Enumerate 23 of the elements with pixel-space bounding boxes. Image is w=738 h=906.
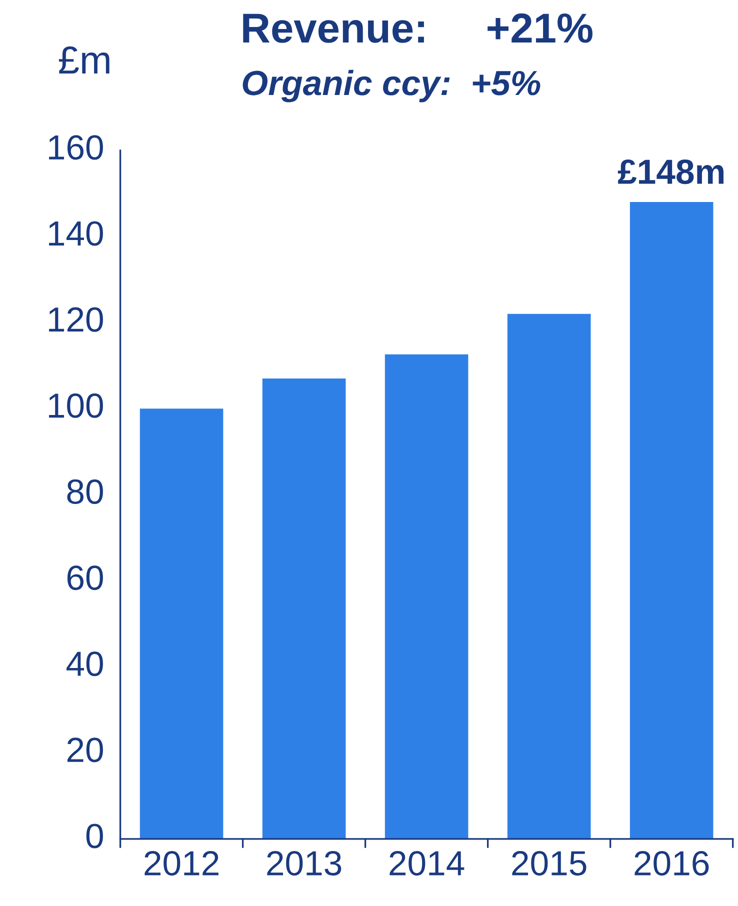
x-tick-label: 2013 — [267, 850, 342, 876]
data-label: £148m — [618, 159, 724, 184]
y-tick-label: 100 — [49, 393, 103, 418]
y-tick-label: 40 — [66, 652, 103, 676]
chart-subtitle: Organic ccy: +5% — [242, 70, 540, 102]
x-tick-label: 2012 — [144, 850, 218, 876]
y-tick-label: 160 — [49, 135, 103, 160]
bar — [262, 378, 346, 839]
x-tick-label: 2014 — [390, 850, 464, 876]
bar — [384, 354, 468, 839]
bar — [507, 314, 591, 839]
x-tick-label: 2015 — [512, 850, 586, 876]
y-tick-label: 120 — [49, 307, 103, 332]
y-tick-label: 80 — [67, 479, 103, 504]
y-axis-title: £m — [58, 46, 110, 74]
x-tick-label: 2016 — [634, 850, 709, 876]
chart-title: Revenue: +21% — [243, 13, 592, 43]
bar — [630, 202, 714, 839]
y-tick-label: 20 — [67, 738, 103, 762]
bar — [140, 408, 224, 839]
y-tick-label: 140 — [49, 221, 103, 246]
y-tick-label: 60 — [67, 565, 103, 590]
y-tick-label: 0 — [86, 824, 103, 848]
